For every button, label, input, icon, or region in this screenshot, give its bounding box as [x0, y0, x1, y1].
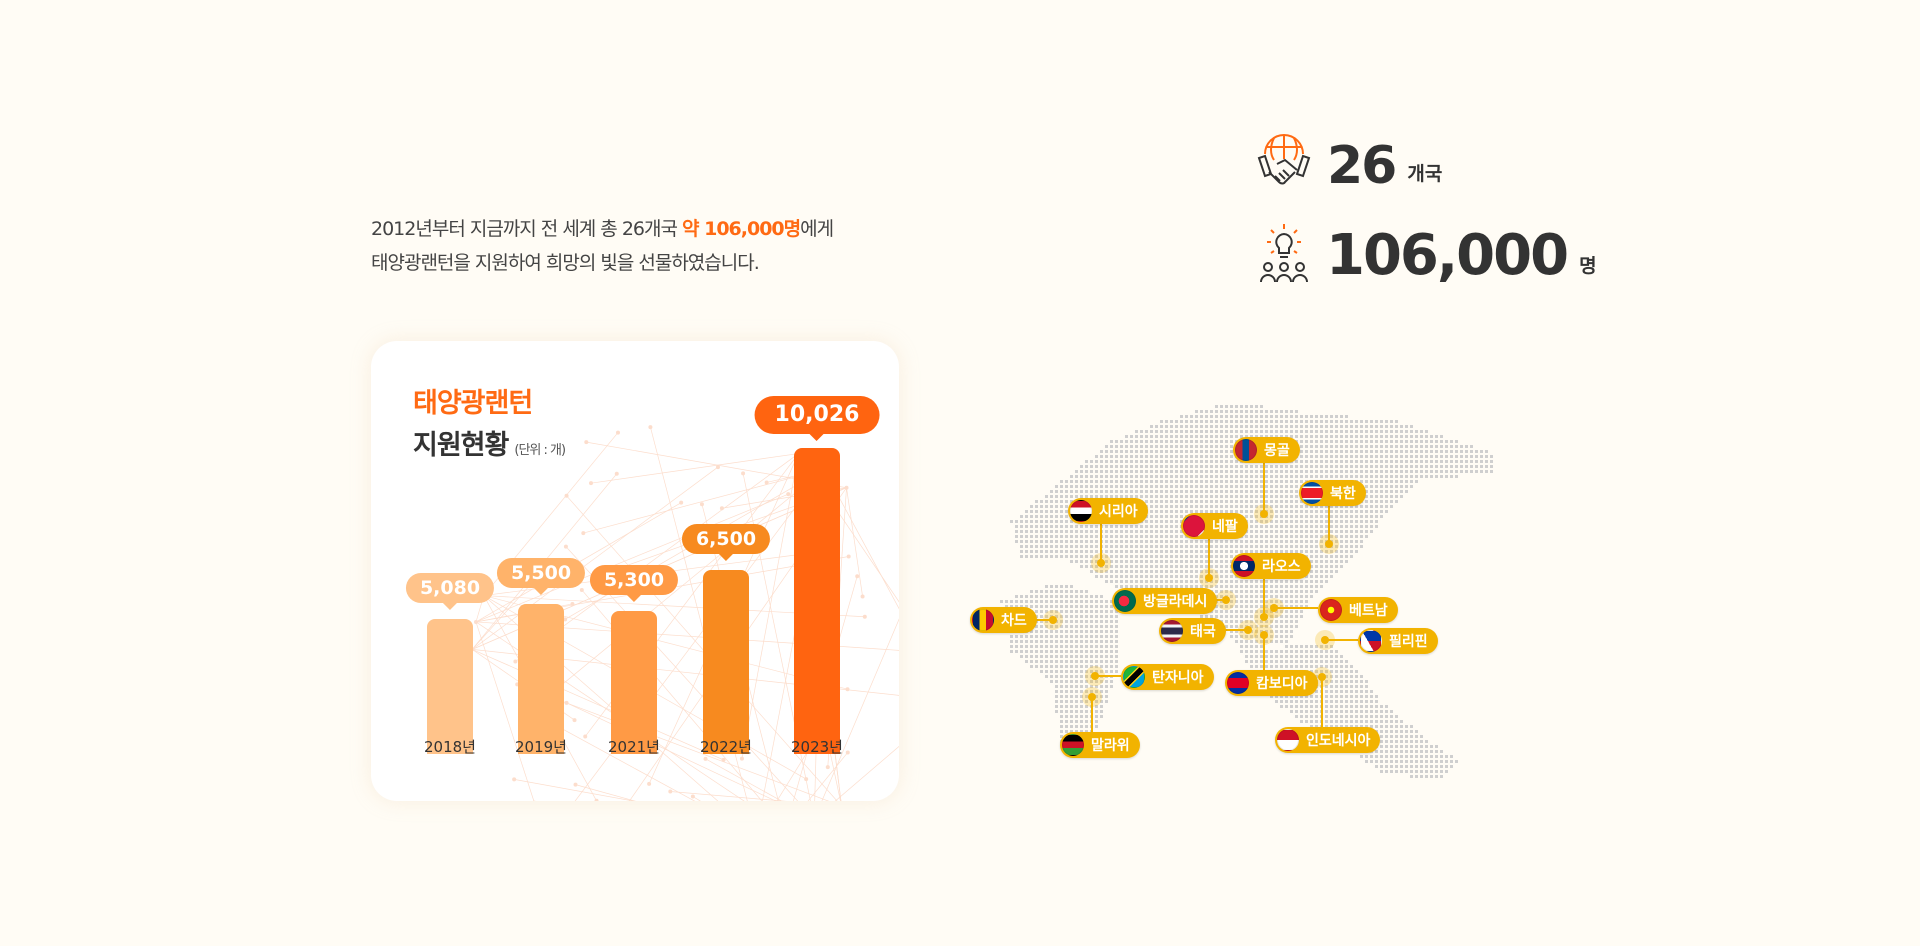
- x-tick-label: 2023년: [791, 738, 843, 756]
- x-tick-label: 2018년: [424, 738, 476, 756]
- nepal-flag-icon: [1183, 515, 1205, 537]
- country-pin-tanzania[interactable]: 탄자니아: [1121, 664, 1214, 690]
- bar-value-label: 6,500: [681, 523, 771, 561]
- bar-value-label: 5,080: [405, 572, 495, 610]
- country-name: 태국: [1190, 624, 1216, 640]
- bar-value-label: 5,300: [589, 565, 679, 603]
- x-tick-label: 2021년: [608, 738, 660, 756]
- x-tick-label: 2022년: [700, 738, 752, 756]
- cambodia-flag-icon: [1227, 672, 1249, 694]
- stat-value: 106,000: [1326, 223, 1569, 288]
- country-name: 차드: [1001, 613, 1027, 629]
- bangladesh-flag-icon: [1114, 590, 1136, 612]
- country-pin-philippines[interactable]: 필리핀: [1358, 628, 1438, 654]
- stat-people: 106,000 명: [1258, 222, 1597, 284]
- country-name: 필리핀: [1389, 634, 1428, 650]
- country-name: 캄보디아: [1256, 676, 1308, 692]
- country-pin-indonesia[interactable]: 인도네시아: [1275, 727, 1381, 753]
- country-name: 라오스: [1262, 559, 1301, 575]
- stat-value: 26: [1327, 136, 1397, 196]
- chad-flag-icon: [972, 609, 994, 631]
- lightbulb-people-icon: [1260, 224, 1308, 283]
- bar-2023년: [794, 448, 840, 754]
- x-tick-label: 2019년: [515, 738, 567, 756]
- country-pin-vietnam[interactable]: 베트남: [1318, 597, 1398, 623]
- chart-subtitle-text: 지원현황: [413, 430, 509, 461]
- philippines-flag-icon: [1360, 630, 1382, 652]
- country-pin-laos[interactable]: 라오스: [1231, 553, 1311, 579]
- country-pin-thailand[interactable]: 태국: [1159, 618, 1226, 644]
- country-pin-syria[interactable]: 시리아: [1068, 498, 1148, 524]
- country-name: 북한: [1330, 486, 1356, 502]
- stat-unit: 명: [1579, 255, 1597, 277]
- country-pin-north-korea[interactable]: 북한: [1299, 480, 1366, 506]
- bar-2019년: [518, 604, 564, 754]
- chart-subtitle: 지원현황 (단위 : 개): [413, 423, 566, 462]
- country-pin-cambodia[interactable]: 캄보디아: [1225, 670, 1318, 696]
- country-name: 몽골: [1264, 443, 1290, 459]
- mongolia-flag-icon: [1235, 439, 1257, 461]
- country-pin-bangladesh[interactable]: 방글라데시: [1112, 588, 1218, 614]
- laos-flag-icon: [1233, 555, 1255, 577]
- country-name: 베트남: [1349, 603, 1388, 619]
- indonesia-flag-icon: [1277, 729, 1299, 751]
- thailand-flag-icon: [1161, 620, 1183, 642]
- intro-line1: 2012년부터 지금까지 전 세계 총 26개국: [371, 218, 683, 240]
- chart-title: 태양광랜턴: [413, 388, 533, 419]
- country-pin-malawi[interactable]: 말라위: [1060, 732, 1140, 758]
- intro-line1-end: 에게: [800, 218, 834, 240]
- bar-2018년: [427, 618, 473, 754]
- bar-value-label: 5,500: [496, 558, 586, 596]
- country-name: 시리아: [1099, 504, 1138, 520]
- country-pin-nepal[interactable]: 네팔: [1181, 513, 1248, 539]
- stat-countries: 26 개국: [1255, 132, 1442, 192]
- tanzania-flag-icon: [1123, 666, 1145, 688]
- country-pin-mongolia[interactable]: 몽골: [1233, 437, 1300, 463]
- country-name: 네팔: [1212, 519, 1238, 535]
- vietnam-flag-icon: [1320, 599, 1342, 621]
- country-name: 인도네시아: [1306, 733, 1371, 749]
- country-name: 방글라데시: [1143, 594, 1208, 610]
- intro-text: 2012년부터 지금까지 전 세계 총 26개국 약 106,000명에게 태양…: [371, 212, 834, 280]
- country-pin-chad[interactable]: 차드: [970, 607, 1037, 633]
- syria-flag-icon: [1070, 500, 1092, 522]
- intro-highlight: 약 106,000명: [682, 218, 801, 240]
- bar-value-label: 10,026: [754, 396, 880, 441]
- country-name: 말라위: [1091, 738, 1130, 754]
- bar-2021년: [611, 611, 657, 754]
- handshake-globe-icon: [1257, 134, 1311, 185]
- country-name: 탄자니아: [1152, 670, 1204, 686]
- north-korea-flag-icon: [1301, 482, 1323, 504]
- stat-unit: 개국: [1407, 163, 1443, 185]
- lantern-support-chart-card: 태양광랜턴 지원현황 (단위 : 개) 5,080 2018년 5,500 2019년 5…: [371, 341, 899, 801]
- intro-line2: 태양광랜턴을 지원하여 희망의 빛을 선물하였습니다.: [371, 252, 760, 274]
- bar-2022년: [703, 569, 749, 754]
- malawi-flag-icon: [1062, 734, 1084, 756]
- chart-unit-note: (단위 : 개): [514, 443, 566, 458]
